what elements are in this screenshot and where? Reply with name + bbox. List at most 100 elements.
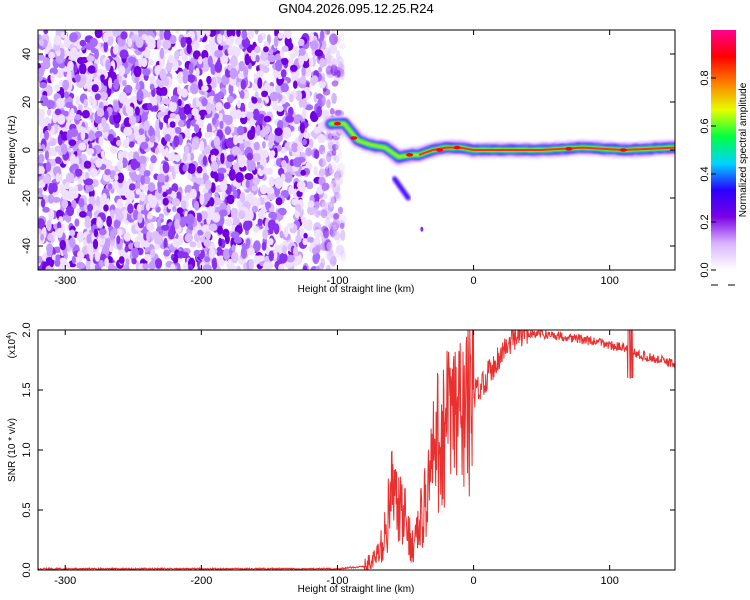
- noise-speck: [194, 124, 200, 134]
- noise-speck: [100, 150, 105, 159]
- noise-speck: [184, 145, 190, 155]
- noise-speck: [94, 76, 100, 87]
- noise-speck: [293, 80, 298, 89]
- noise-speck: [189, 188, 197, 200]
- noise-speck: [103, 40, 108, 53]
- noise-speck: [133, 65, 142, 78]
- noise-speck: [143, 241, 151, 248]
- noise-speck: [293, 246, 299, 257]
- noise-speck: [44, 150, 50, 161]
- noise-speck: [236, 125, 245, 136]
- noise-speck: [54, 108, 62, 116]
- snr-y-ticks: 0.0 0.5 1.0 1.5 2.0: [21, 322, 675, 578]
- noise-speck: [149, 134, 156, 143]
- noise-speck: [255, 124, 261, 137]
- noise-speck: [207, 55, 213, 68]
- noise-speck: [58, 257, 67, 268]
- noise-speck: [213, 136, 221, 148]
- noise-speck: [219, 182, 228, 192]
- noise-speck: [208, 247, 216, 259]
- noise-speck: [87, 243, 93, 256]
- noise-speck: [132, 209, 139, 221]
- noise-speck: [268, 238, 274, 246]
- noise-speck: [280, 58, 289, 65]
- noise-speck: [234, 36, 242, 46]
- noise-speck: [224, 126, 232, 136]
- noise-speck: [288, 106, 294, 117]
- noise-speck: [230, 46, 239, 55]
- noise-speck: [244, 91, 249, 99]
- noise-speck: [196, 212, 203, 223]
- noise-speck: [214, 61, 223, 73]
- noise-speck: [143, 170, 151, 177]
- noise-speck: [168, 54, 175, 64]
- noise-speck: [115, 212, 124, 221]
- noise-speck: [84, 218, 92, 229]
- noise-speck: [119, 49, 129, 59]
- ridge-peak: [436, 148, 444, 152]
- noise-speck: [116, 160, 124, 169]
- noise-speck: [306, 181, 314, 190]
- noise-speck: [104, 257, 109, 268]
- noise-speck: [314, 252, 321, 262]
- noise-speck: [204, 256, 211, 263]
- noise-speck: [201, 64, 210, 72]
- noise-speck: [152, 98, 158, 108]
- noise-speck: [42, 174, 51, 184]
- noise-speck: [329, 183, 334, 190]
- noise-speck: [74, 168, 83, 177]
- noise-speck: [40, 95, 49, 107]
- noise-speck: [217, 225, 224, 235]
- noise-region: [38, 30, 347, 270]
- noise-speck: [125, 258, 130, 267]
- noise-speck: [303, 132, 311, 139]
- noise-speck: [281, 160, 287, 168]
- noise-speck: [268, 48, 274, 56]
- colorbar-gradient: [711, 30, 736, 270]
- noise-speck: [331, 149, 337, 156]
- noise-speck: [206, 75, 212, 85]
- ridge-peak: [565, 147, 573, 151]
- noise-speck: [118, 154, 123, 163]
- noise-speck: [255, 54, 260, 63]
- noise-speck: [321, 183, 328, 192]
- snr-series-line: [38, 330, 675, 570]
- noise-speck: [38, 88, 42, 100]
- noise-speck: [127, 203, 134, 214]
- noise-speck: [140, 141, 149, 150]
- noise-speck: [69, 32, 78, 43]
- noise-speck: [315, 93, 323, 100]
- noise-speck: [256, 164, 264, 171]
- noise-speck: [239, 141, 245, 152]
- noise-speck: [66, 205, 75, 217]
- colorbar: 0.0 0.2 0.4 0.6 0.8 Normalized spectral ampl…: [699, 30, 749, 286]
- noise-speck: [131, 247, 139, 259]
- noise-speck: [197, 56, 203, 65]
- noise-speck: [165, 181, 170, 190]
- noise-speck: [230, 231, 240, 239]
- noise-speck: [57, 221, 62, 230]
- noise-speck: [318, 80, 326, 89]
- snr-x-ticks: -300 -200 -100 0 100: [54, 330, 619, 587]
- y-tick-label: -40: [21, 238, 33, 254]
- colorbar-tick-label: 0.2: [699, 214, 711, 229]
- noise-speck: [185, 213, 195, 226]
- noise-speck: [196, 166, 203, 174]
- noise-speck: [284, 35, 292, 48]
- noise-speck: [218, 237, 223, 247]
- noise-speck: [319, 192, 328, 200]
- frequency-ridge: [322, 115, 675, 166]
- noise-speck: [301, 216, 307, 224]
- noise-speck: [320, 257, 325, 268]
- noise-speck: [243, 66, 249, 78]
- noise-speck: [167, 202, 173, 210]
- noise-speck: [168, 100, 177, 113]
- noise-speck: [66, 70, 73, 82]
- ridge-peak: [406, 153, 414, 157]
- noise-speck: [232, 216, 240, 226]
- noise-speck: [299, 228, 305, 238]
- noise-speck: [210, 63, 216, 76]
- noise-speck: [280, 69, 287, 78]
- noise-speck: [59, 239, 67, 251]
- noise-speck: [268, 250, 274, 262]
